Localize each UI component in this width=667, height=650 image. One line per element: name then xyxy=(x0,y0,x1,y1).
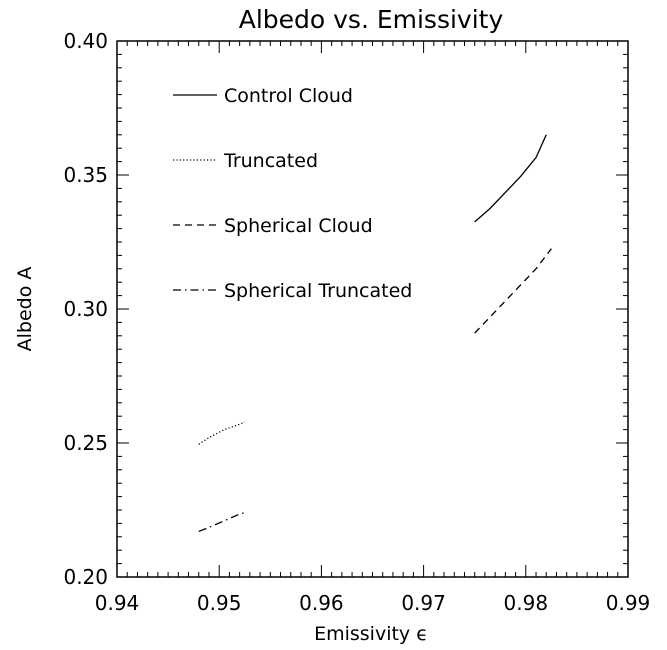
y-axis-title: Albedo A xyxy=(14,267,36,352)
x-axis-title: Emissivity ϵ xyxy=(314,623,428,645)
y-tick-label: 0.30 xyxy=(63,297,108,321)
axis-ticks xyxy=(116,40,629,578)
chart-title: Albedo vs. Emissivity xyxy=(239,5,504,34)
legend-label: Spherical Cloud xyxy=(224,215,373,237)
legend-label: Control Cloud xyxy=(224,85,353,107)
x-tick-label: 0.98 xyxy=(504,591,549,615)
legend: Control Cloud Truncated Spherical Cloud Sph… xyxy=(173,85,412,302)
legend-label: Truncated xyxy=(223,150,318,172)
x-tick-label: 0.97 xyxy=(401,591,446,615)
y-tick-label: 0.35 xyxy=(63,163,108,187)
y-tick-label: 0.20 xyxy=(63,565,108,589)
y-tick-labels: 0.20 0.25 0.30 0.35 0.40 xyxy=(63,29,108,589)
x-tick-labels: 0.94 0.95 0.96 0.97 0.98 0.99 xyxy=(95,591,651,615)
legend-label: Spherical Truncated xyxy=(224,280,412,302)
series-line-1 xyxy=(474,134,547,223)
x-tick-label: 0.99 xyxy=(606,591,651,615)
series-layer xyxy=(198,134,552,533)
x-tick-label: 0.95 xyxy=(197,591,242,615)
plot-area xyxy=(116,40,629,578)
y-tick-label: 0.25 xyxy=(63,431,108,455)
series-line-3 xyxy=(474,248,552,334)
series-line-2 xyxy=(198,421,246,445)
y-tick-label: 0.40 xyxy=(63,29,108,53)
x-tick-label: 0.96 xyxy=(299,591,344,615)
x-tick-label: 0.94 xyxy=(95,591,140,615)
series-line-4 xyxy=(198,512,245,533)
